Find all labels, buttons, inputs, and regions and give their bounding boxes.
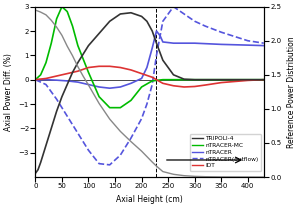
Legend: TRIPOLI-4, nTRACER-MC, nTRACER, nTRACER(outflow), IDT: TRIPOLI-4, nTRACER-MC, nTRACER, nTRACER(… <box>190 134 261 171</box>
Y-axis label: Reference Power Distribution: Reference Power Distribution <box>287 36 296 148</box>
Y-axis label: Axial Power Diff. (%): Axial Power Diff. (%) <box>4 53 13 131</box>
X-axis label: Axial Height (cm): Axial Height (cm) <box>116 195 183 204</box>
